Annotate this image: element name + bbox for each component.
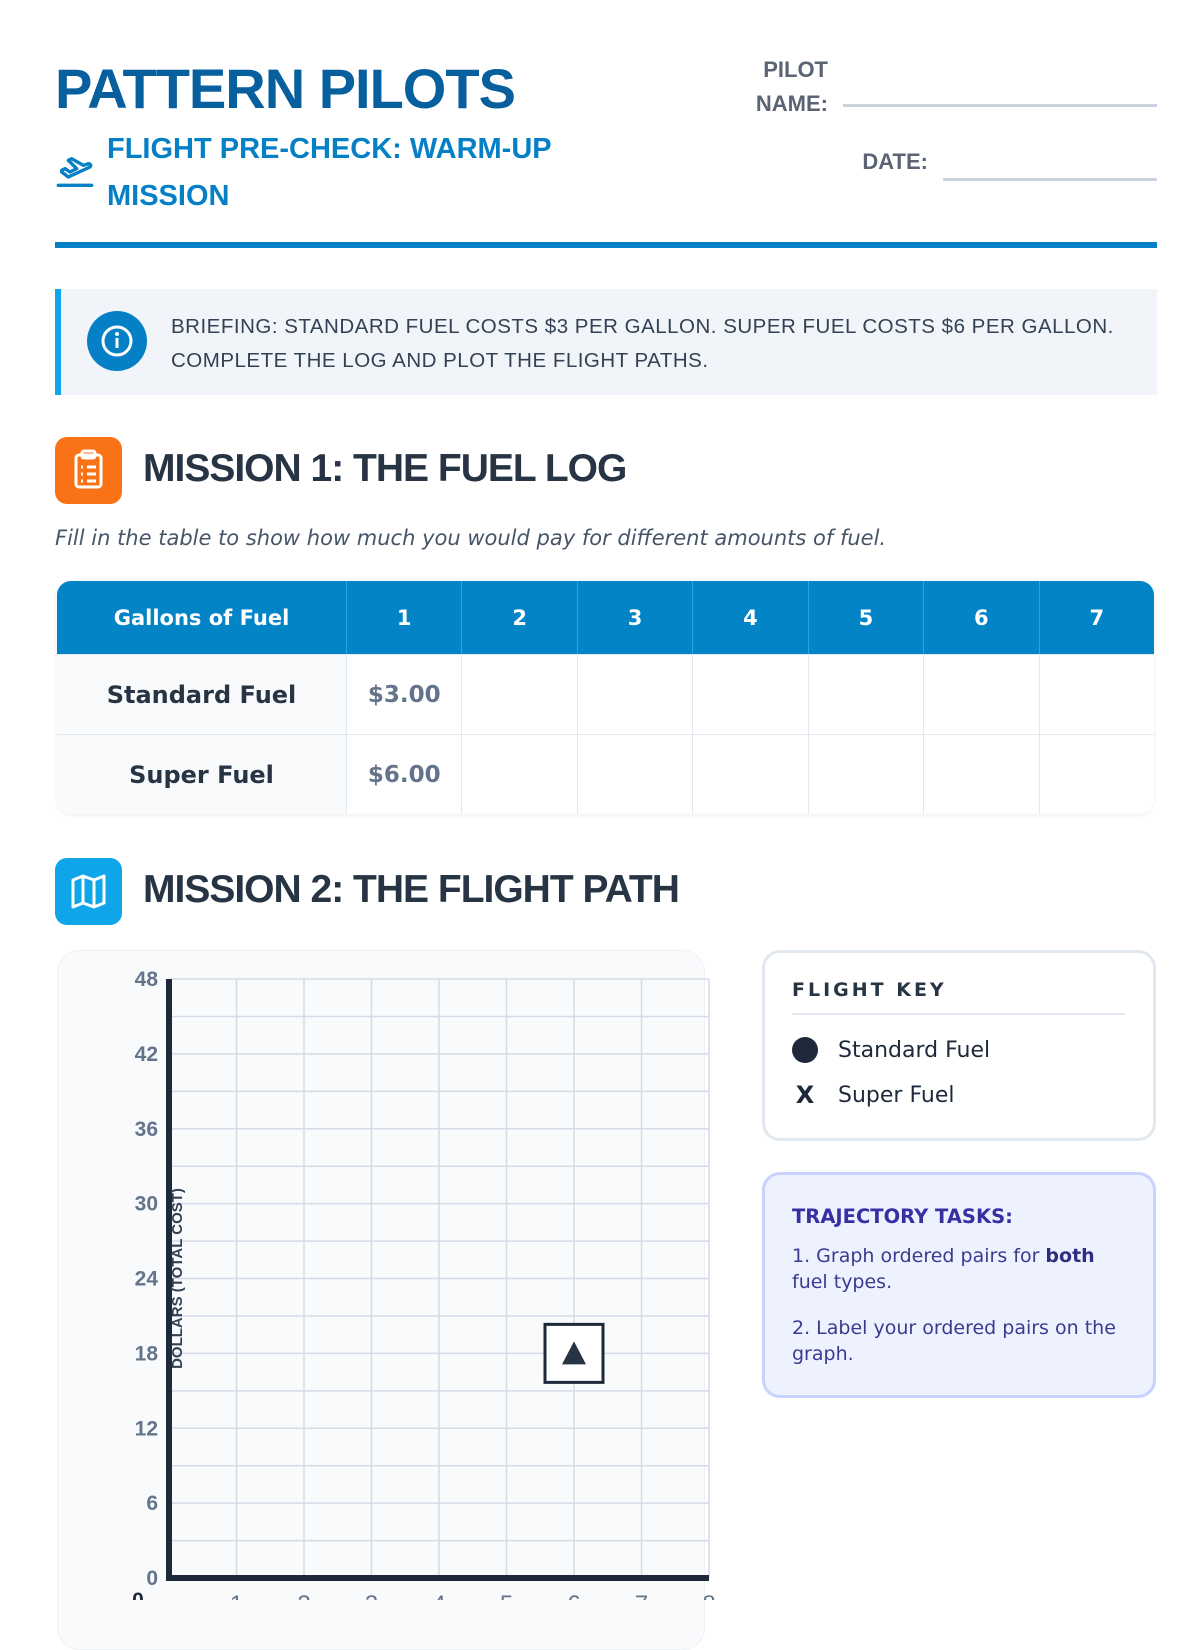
- mission2-title: MISSION 2: THE FLIGHT PATH: [143, 868, 680, 911]
- y-tick-label: 36: [135, 1118, 158, 1141]
- table-cell[interactable]: [692, 654, 808, 734]
- table-row-label: Standard Fuel: [57, 654, 346, 734]
- table-header-cell: 5: [807, 581, 924, 654]
- task-item-2: 2. Label your ordered pairs on the graph…: [792, 1317, 1116, 1365]
- table-header-cell: 6: [923, 581, 1039, 654]
- y-tick-label: 30: [135, 1193, 158, 1216]
- task-text: 1. Graph ordered pairs for: [792, 1245, 1046, 1267]
- y-tick-label: 18: [135, 1342, 159, 1365]
- flight-path-graph[interactable]: 0612182430364248012345678DOLLARS (TOTAL …: [0, 940, 720, 1600]
- x-tick-label: 8: [702, 1591, 715, 1600]
- mission1-instruction: Fill in the table to show how much you w…: [55, 526, 887, 550]
- briefing-text: BRIEFING: STANDARD FUEL COSTS $3 PER GAL…: [171, 315, 1114, 372]
- table-cell: $3.00: [346, 654, 462, 734]
- y-tick-label: 6: [146, 1492, 158, 1515]
- key-label: Super Fuel: [838, 1082, 955, 1108]
- key-divider: [792, 1013, 1125, 1015]
- x-tick-label: 3: [365, 1591, 378, 1600]
- x-tick-label: 7: [635, 1591, 648, 1600]
- x-tick-label: 0: [132, 1589, 144, 1600]
- table-header-cell: 7: [1038, 581, 1154, 654]
- tasks-title: TRAJECTORY TASKS:: [792, 1205, 1013, 1228]
- filled-circle-icon: [792, 1037, 818, 1063]
- x-tick-label: 1: [230, 1591, 243, 1600]
- table-header-cell: 4: [692, 581, 808, 654]
- task-item-1: 1. Graph ordered pairs for both fuel typ…: [792, 1243, 1132, 1295]
- key-item-super: X Super Fuel: [792, 1081, 955, 1109]
- clipboard-icon: [55, 437, 122, 504]
- y-tick-label: 24: [135, 1268, 159, 1291]
- task-emphasis: both: [1045, 1245, 1095, 1267]
- task-text: fuel types.: [792, 1271, 893, 1293]
- table-cell[interactable]: [576, 654, 693, 734]
- table-cell[interactable]: [461, 654, 577, 734]
- page-title: PATTERN PILOTS: [55, 57, 516, 120]
- info-icon: [87, 311, 147, 371]
- date-label: DATE:: [862, 149, 928, 174]
- key-title: FLIGHT KEY: [792, 979, 947, 1001]
- key-item-standard: Standard Fuel: [792, 1037, 990, 1063]
- table-header-cell: Gallons of Fuel: [57, 581, 346, 654]
- table-cell[interactable]: [461, 734, 577, 814]
- fuel-log-table: Gallons of Fuel 1 2 3 4 5 6 7 Standard Fuel $3.00…: [57, 581, 1154, 814]
- table-cell[interactable]: [692, 734, 808, 814]
- flight-key: FLIGHT KEY Standard Fuel X Super Fuel: [762, 950, 1156, 1141]
- table-cell[interactable]: [576, 734, 693, 814]
- x-tick-label: 6: [567, 1591, 580, 1600]
- briefing-box: BRIEFING: STANDARD FUEL COSTS $3 PER GAL…: [55, 289, 1157, 395]
- pilot-name-label-line2: NAME:: [755, 91, 828, 116]
- x-tick-label: 4: [432, 1591, 445, 1600]
- header-divider: [55, 242, 1157, 248]
- chart-card: [57, 950, 705, 1650]
- table-row-label: Super Fuel: [57, 734, 346, 814]
- date-field[interactable]: [943, 178, 1157, 181]
- y-axis-title: DOLLARS (TOTAL COST): [169, 1188, 186, 1369]
- mission1-title: MISSION 1: THE FUEL LOG: [143, 447, 627, 490]
- table-cell[interactable]: [923, 654, 1039, 734]
- table-cell[interactable]: [807, 734, 924, 814]
- x-mark-icon: X: [795, 1081, 815, 1109]
- table-cell[interactable]: [923, 734, 1039, 814]
- table-cell[interactable]: [1038, 734, 1154, 814]
- map-icon: [55, 858, 122, 925]
- table-header-cell: 2: [461, 581, 577, 654]
- page-subtitle: FLIGHT PRE-CHECK: WARM-UP MISSION: [107, 133, 552, 212]
- y-tick-label: 12: [135, 1417, 158, 1440]
- trajectory-tasks: TRAJECTORY TASKS: 1. Graph ordered pairs…: [762, 1172, 1156, 1398]
- table-cell: $6.00: [346, 734, 462, 814]
- pilot-name-label-line1: PILOT: [763, 57, 828, 82]
- triangle-marker-icon: [562, 1341, 586, 1365]
- y-tick-label: 42: [135, 1043, 158, 1066]
- key-label: Standard Fuel: [838, 1037, 991, 1063]
- x-tick-label: 2: [297, 1591, 310, 1600]
- table-header-cell: 1: [346, 581, 462, 654]
- x-tick-label: 5: [500, 1591, 513, 1600]
- plane-departure-icon: [56, 157, 94, 187]
- y-tick-label: 48: [135, 968, 159, 991]
- y-tick-label: 0: [146, 1567, 158, 1590]
- table-header-cell: 3: [576, 581, 693, 654]
- table-cell[interactable]: [1038, 654, 1154, 734]
- pilot-name-field[interactable]: [843, 104, 1157, 107]
- table-cell[interactable]: [807, 654, 924, 734]
